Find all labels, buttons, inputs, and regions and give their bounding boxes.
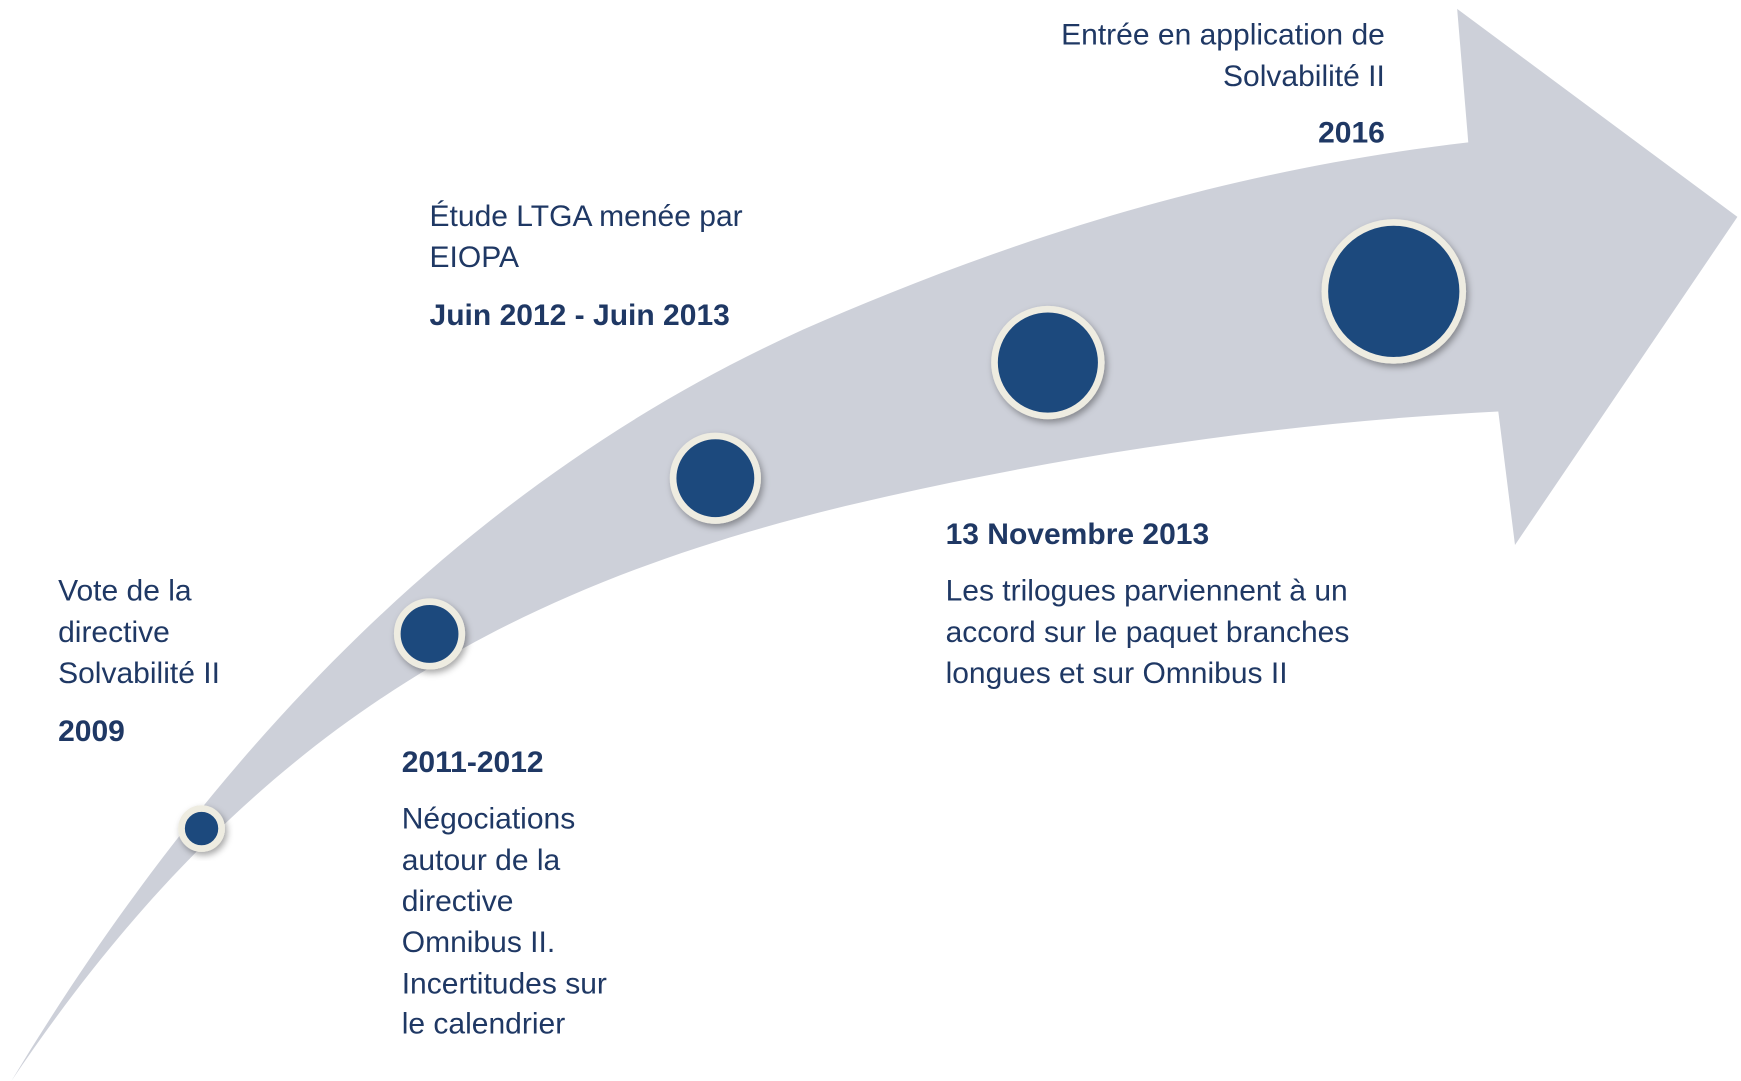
event-text: Négociations <box>402 803 576 836</box>
event-text: Omnibus II. <box>402 926 555 959</box>
milestone <box>393 598 466 670</box>
event-text: accord sur le paquet branches <box>946 616 1350 649</box>
event-date: 2009 <box>58 715 125 748</box>
event-date: 2011-2012 <box>402 746 544 779</box>
event-text: Incertitudes sur <box>402 967 607 1000</box>
event-text: EIOPA <box>430 241 520 274</box>
timeline-arrow <box>11 8 1738 1081</box>
event-text: Solvabilité II <box>1223 60 1385 93</box>
event-text: Vote de la <box>58 575 192 608</box>
event-text: directive <box>402 885 514 918</box>
event-text: Solvabilité II <box>58 657 220 690</box>
milestone <box>991 305 1105 420</box>
milestone <box>1321 219 1467 364</box>
event-date: Juin 2012 - Juin 2013 <box>430 299 730 332</box>
event-text: Les trilogues parviennent à un <box>946 575 1348 608</box>
milestone <box>178 805 225 852</box>
event-text: autour de la <box>402 844 561 877</box>
event-text: Étude LTGA menée par <box>430 200 743 233</box>
event-date: 13 Novembre 2013 <box>946 518 1210 551</box>
event-date: 2016 <box>1318 117 1385 150</box>
milestones <box>178 219 1467 852</box>
event-text: le calendrier <box>402 1007 566 1040</box>
event-text: longues et sur Omnibus II <box>946 657 1288 690</box>
event-text: directive <box>58 616 170 649</box>
milestone <box>669 432 761 524</box>
event-text: Entrée en application de <box>1061 19 1385 52</box>
